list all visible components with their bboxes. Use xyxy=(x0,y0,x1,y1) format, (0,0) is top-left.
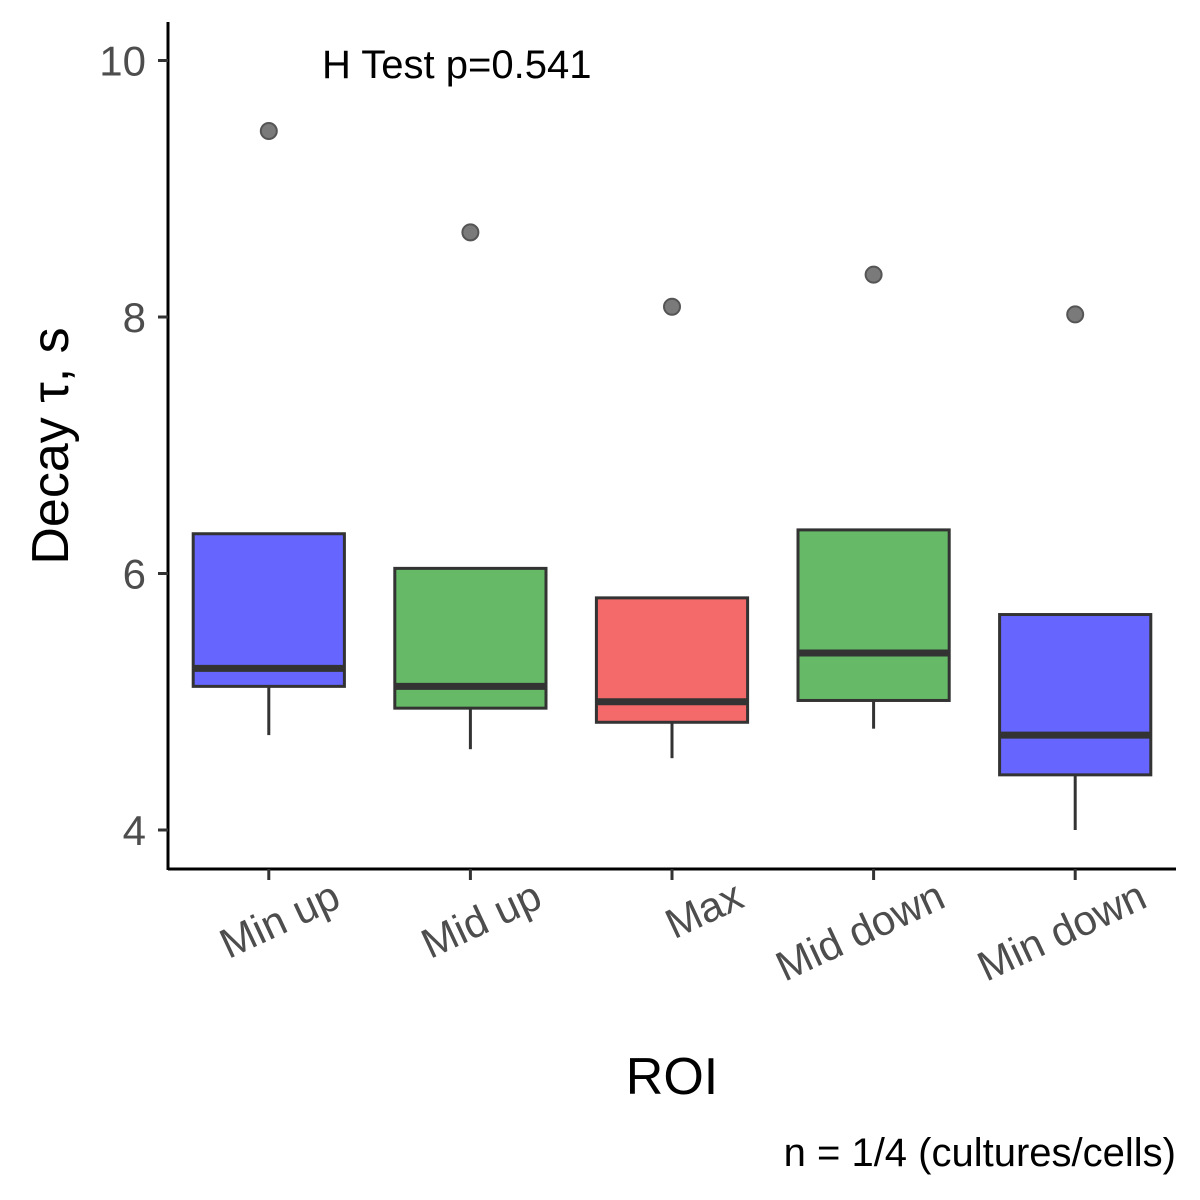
outlier-point xyxy=(259,122,278,141)
box-iqr xyxy=(191,532,346,688)
box-group xyxy=(998,613,1153,830)
box-iqr xyxy=(998,613,1153,777)
x-axis-title: ROI xyxy=(626,1048,718,1106)
y-tick-label: 8 xyxy=(123,294,146,341)
box-group xyxy=(796,528,951,729)
x-tick-label: Max xyxy=(658,872,750,948)
box-group xyxy=(191,532,346,736)
x-tick-label: Min up xyxy=(212,872,346,968)
box-iqr xyxy=(796,528,951,702)
boxes-layer xyxy=(191,528,1153,830)
y-tick-label: 10 xyxy=(99,38,146,85)
outlier-point xyxy=(663,297,681,316)
y-axis-title: Decay τ, s xyxy=(22,327,80,564)
outliers-layer xyxy=(259,122,1085,324)
outlier-point xyxy=(461,223,480,242)
box-group xyxy=(393,566,548,750)
x-tick-label: Mid down xyxy=(769,872,952,991)
h-test-annotation: H Test p=0.541 xyxy=(322,43,591,87)
sample-size-caption: n = 1/4 (cultures/cells) xyxy=(784,1131,1176,1175)
box-group xyxy=(594,596,750,759)
y-ticks-layer: 4 6 8 10 xyxy=(99,38,168,854)
x-ticks-layer: Min up Mid up Max Mid down Min down xyxy=(212,869,1153,990)
outlier-point xyxy=(864,265,883,284)
x-tick-label: Min down xyxy=(970,872,1153,991)
y-tick-label: 6 xyxy=(123,551,146,598)
x-tick-label: Mid up xyxy=(414,872,548,968)
outlier-point xyxy=(1066,305,1085,324)
y-tick-label: 4 xyxy=(123,807,146,854)
